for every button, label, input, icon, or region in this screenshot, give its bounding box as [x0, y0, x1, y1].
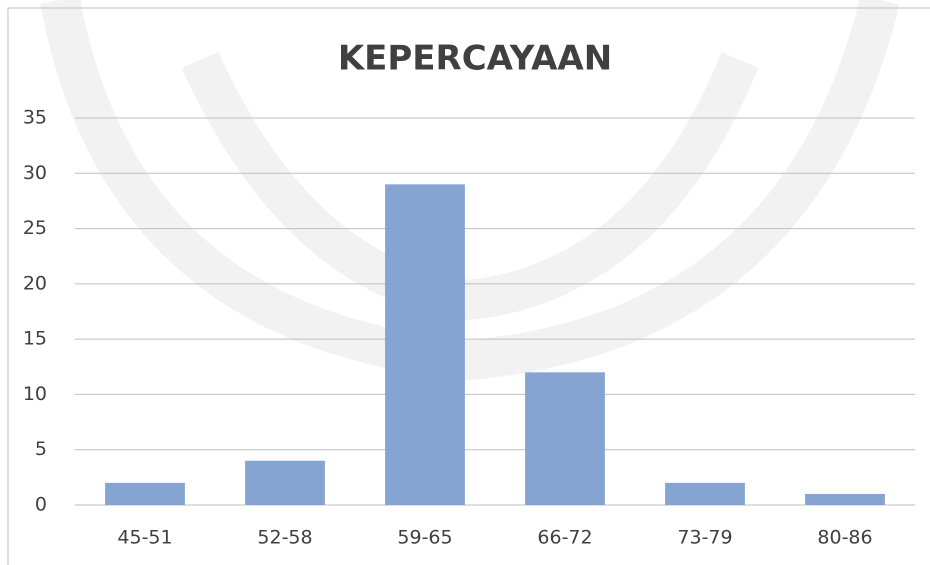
- x-tick-label: 45-51: [117, 527, 172, 549]
- bar: [385, 184, 465, 506]
- y-tick-label: 25: [23, 217, 47, 239]
- y-tick-label: 30: [23, 162, 47, 184]
- bar: [105, 482, 185, 505]
- x-tick-label: 80-86: [817, 527, 872, 549]
- x-tick-label: 52-58: [257, 527, 312, 549]
- chart-title: KEPERCAYAAN: [338, 39, 612, 79]
- y-tick-label: 0: [35, 494, 47, 516]
- bar: [665, 482, 745, 505]
- bar: [245, 460, 325, 505]
- x-tick-label: 66-72: [537, 527, 592, 549]
- y-tick-label: 20: [23, 272, 47, 294]
- y-tick-label: 10: [23, 383, 47, 405]
- y-tick-label: 5: [35, 438, 47, 460]
- bar: [525, 372, 605, 505]
- watermark: [40, 0, 900, 381]
- x-tick-label: 59-65: [397, 527, 452, 549]
- y-tick-label: 15: [23, 328, 47, 350]
- x-tick-label: 73-79: [677, 527, 732, 549]
- y-tick-label: 35: [23, 107, 47, 129]
- chart-border: [7, 7, 930, 565]
- bar: [805, 493, 885, 505]
